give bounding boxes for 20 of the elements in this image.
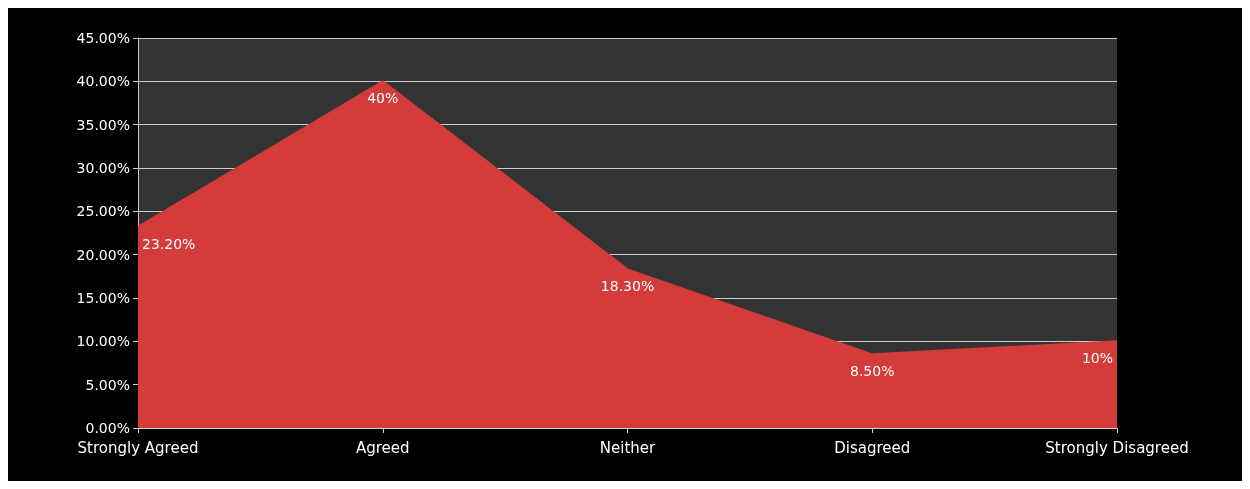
y-tick-label: 45.00% [76,30,130,46]
y-tick-label: 10.00% [76,333,130,350]
y-tick-label: 25.00% [76,203,130,220]
y-tick-label: 15.00% [76,290,130,306]
x-tick-label: Agreed [355,438,410,457]
y-tick-label: 35.00% [76,116,130,133]
y-tick-label: 30.00% [76,160,130,176]
y-tick-label: 40.00% [76,73,130,90]
data-label: 8.50% [850,363,895,380]
y-tick-label: 20.00% [76,246,130,263]
x-tick-label: Strongly Agreed [77,438,199,457]
data-label: 23.20% [142,235,196,252]
x-tick-label: Neither [599,438,657,457]
data-label: 10% [1081,350,1113,367]
y-tick-label: 0.00% [85,420,130,436]
y-tick-label: 5.00% [85,376,130,393]
data-label: 18.30% [600,278,655,295]
x-tick-label: Strongly Disagreed [1045,438,1189,457]
x-tick-label: Disagreed [834,438,911,457]
data-label: 40% [367,90,399,107]
